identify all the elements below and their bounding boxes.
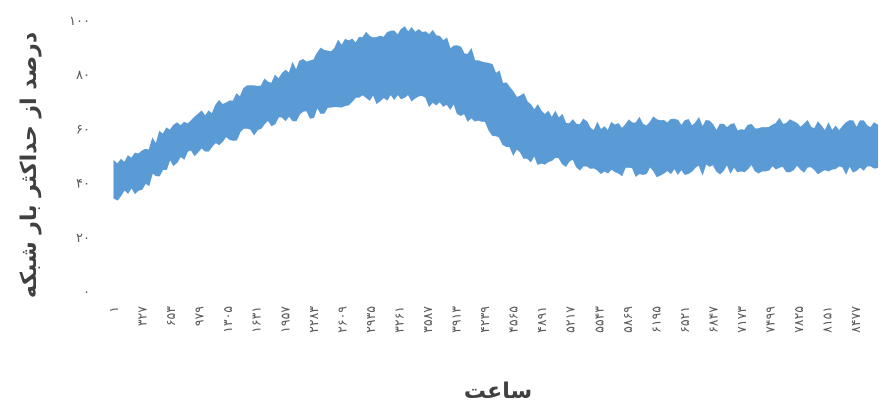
plot-area <box>113 26 879 201</box>
x-tick-label: ۵۲۱۷ <box>563 306 578 333</box>
y-tick-label: ۴۰ <box>76 177 90 192</box>
x-tick-label: ۲۶۰۹ <box>334 306 349 333</box>
x-tick-label: ۳۲۶۱ <box>392 306 407 333</box>
y-axis-ticks: ۰ ۲۰ ۴۰ ۶۰ ۸۰ ۱۰۰ <box>69 14 90 300</box>
x-axis-title: ساعت <box>464 379 532 404</box>
x-tick-label: ۷۴۹۹ <box>763 306 778 333</box>
x-tick-label: ۴۵۶۵ <box>506 306 521 333</box>
x-tick-label: ۳۲۷ <box>135 306 150 326</box>
x-tick-label: ۱۶۳۱ <box>249 306 264 333</box>
x-tick-label: ۸۴۷۷ <box>848 306 863 333</box>
x-tick-label: ۹۷۹ <box>192 306 207 326</box>
x-tick-label: ۸۱۵۱ <box>820 306 835 333</box>
x-tick-label: ۳۹۱۳ <box>449 306 464 333</box>
x-tick-label: ۶۸۴۷ <box>706 306 721 333</box>
x-tick-label: ۴۲۳۹ <box>477 306 492 333</box>
x-tick-label: ۱۹۵۷ <box>277 306 292 333</box>
x-tick-label: ۱ <box>106 306 121 313</box>
x-tick-label: ۲۹۳۵ <box>363 306 378 333</box>
y-tick-label: ۰ <box>83 285 90 300</box>
x-tick-label: ۶۵۳ <box>163 306 178 326</box>
x-tick-label: ۲۲۸۳ <box>306 306 321 333</box>
y-tick-label: ۱۰۰ <box>69 14 90 29</box>
x-tick-label: ۵۵۴۳ <box>591 306 606 333</box>
x-tick-label: ۷۸۲۵ <box>791 306 806 333</box>
x-tick-label: ۱۳۰۵ <box>220 306 235 333</box>
x-tick-label: ۷۱۷۳ <box>734 306 749 333</box>
load-band-series <box>113 26 879 201</box>
x-axis-ticks: ۱ ۳۲۷ ۶۵۳ ۹۷۹ ۱۳۰۵ ۱۶۳۱ ۱۹۵۷ ۲۲۸۳ ۲۶۰۹ ۲۹۳۵ ۳۲۶۱ ۳۵… <box>106 306 863 333</box>
x-tick-label: ۶۱۹۵ <box>648 306 663 333</box>
x-tick-label: ۴۸۹۱ <box>534 306 549 333</box>
y-tick-label: ۸۰ <box>76 68 90 83</box>
x-tick-label: ۶۵۲۱ <box>677 306 692 333</box>
x-tick-label: ۵۸۶۹ <box>620 306 635 333</box>
y-tick-label: ۶۰ <box>76 122 90 137</box>
y-tick-label: ۲۰ <box>76 231 90 246</box>
x-tick-label: ۳۵۸۷ <box>420 306 435 333</box>
y-axis-title: درصد از حداکثر بار شبکه <box>17 32 42 298</box>
